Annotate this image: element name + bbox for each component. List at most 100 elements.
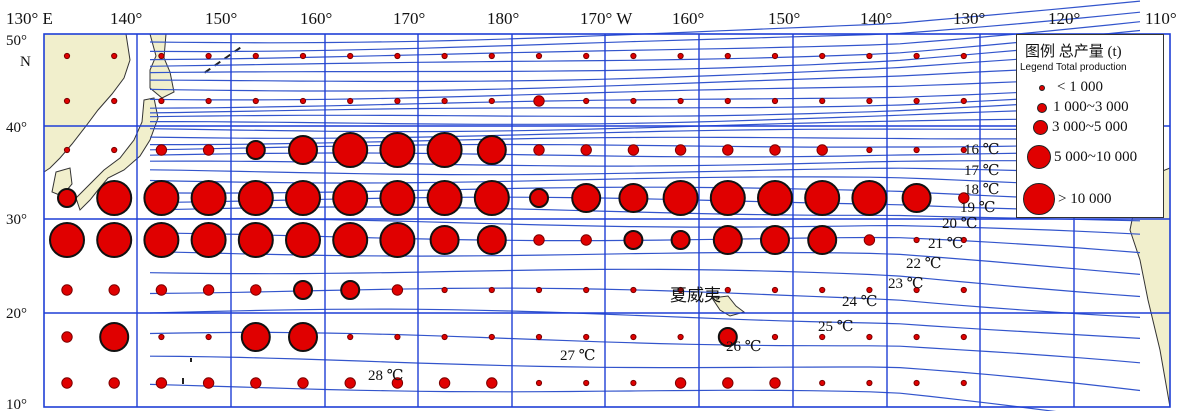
longitude-label: 110°: [1145, 9, 1177, 28]
north-label: N: [20, 54, 31, 70]
production-bubble: [202, 377, 215, 389]
production-bubble: [583, 379, 590, 387]
land-asia: [43, 33, 131, 173]
longitude-label: 160°: [300, 9, 332, 28]
production-bubble: [630, 52, 637, 60]
isotherm-curve: [149, 383, 1095, 416]
production-bubble: [913, 97, 920, 105]
isotherm-curve: [149, 29, 1141, 67]
production-bubble: [580, 234, 592, 246]
longitude-label: 180°: [487, 9, 519, 28]
latitude-label: 30°: [6, 212, 27, 228]
production-bubble: [960, 286, 967, 294]
production-bubble: [866, 52, 873, 60]
longitude-label: 160°: [672, 9, 704, 28]
production-bubble: [712, 225, 743, 255]
production-bubble: [332, 132, 369, 168]
isotherm-label: 25 ℃: [818, 319, 854, 335]
production-bubble: [709, 180, 746, 216]
production-bubble: [769, 377, 781, 389]
production-bubble: [760, 225, 790, 255]
production-bubble: [674, 144, 687, 156]
production-bubble: [623, 230, 644, 250]
hawaii-label: 夏威夷: [670, 286, 721, 305]
latitude-label: 20°: [6, 306, 27, 322]
production-bubble: [155, 377, 168, 389]
production-bubble: [866, 97, 873, 105]
longitude-label: 120°: [1048, 9, 1080, 28]
isotherm-curve: [149, 176, 1141, 189]
production-bubble: [285, 222, 321, 258]
isotherm-curve: [149, 160, 1141, 167]
production-bubble: [960, 236, 967, 244]
production-bubble: [202, 284, 215, 296]
production-bubble: [866, 286, 873, 294]
latitude-label: 50°: [6, 33, 27, 49]
production-bubble: [111, 146, 118, 154]
production-bubble: [252, 52, 259, 60]
production-bubble: [476, 135, 507, 165]
production-bubble: [533, 234, 545, 246]
legend-item-gt10000: > 10 000: [1023, 183, 1111, 215]
production-bubble: [111, 52, 118, 60]
isotherm-curve: [149, 128, 1141, 139]
production-bubble: [155, 144, 168, 156]
production-bubble: [288, 135, 318, 165]
production-bubble: [913, 286, 920, 294]
production-bubble: [344, 377, 356, 389]
production-bubble: [347, 333, 354, 341]
longitude-label: 140°: [110, 9, 142, 28]
production-bubble: [158, 52, 165, 60]
production-bubble: [379, 180, 416, 216]
production-bubble: [819, 97, 826, 105]
production-bubble: [535, 379, 543, 387]
isotherm-curve: [149, 21, 1141, 61]
production-bubble: [724, 286, 731, 294]
land-hawaii: [711, 295, 746, 317]
production-bubble: [722, 144, 734, 156]
production-bubble: [240, 322, 271, 352]
production-bubble: [394, 97, 401, 105]
latitude-label: 10°: [6, 397, 27, 411]
production-bubble: [108, 377, 120, 389]
production-bubble: [535, 286, 543, 294]
isotherm-curve: [149, 287, 1141, 318]
longitude-label: 140°: [860, 9, 892, 28]
isotherm-curve: [149, 355, 1141, 392]
production-bubble: [771, 286, 779, 294]
production-bubble: [533, 95, 545, 107]
longitude-label: 150°: [205, 9, 237, 28]
production-bubble: [960, 146, 967, 154]
production-bubble: [99, 322, 130, 352]
production-bubble: [379, 132, 416, 168]
map-grid: [44, 34, 1170, 407]
production-bubble: [332, 222, 369, 258]
production-bubble: [61, 331, 73, 343]
isotherm-labels: 16 ℃ 17 ℃ 18 ℃ 19 ℃20 ℃ 21 ℃ 22 ℃ 23 ℃ 24 ℃ 25 ℃…: [368, 142, 1000, 384]
production-bubble: [205, 52, 212, 60]
production-bubble: [486, 377, 498, 389]
production-bubble: [488, 52, 495, 60]
legend-subtitle: Legend Total production: [1020, 62, 1127, 73]
production-bubble: [426, 180, 463, 216]
production-bubble: [63, 146, 71, 154]
production-bubble: [771, 333, 779, 341]
production-bubble: [426, 132, 463, 168]
production-bubble: [807, 225, 838, 255]
longitude-label: 130°: [953, 9, 985, 28]
production-bubble: [429, 225, 460, 255]
latitude-labels: 50° 40° 30° 20° 10°: [6, 33, 27, 413]
isotherm-curve: [149, 117, 1141, 133]
isotherm-curve: [149, 98, 1141, 118]
legend-label-2: 1 000~3 000: [1053, 99, 1129, 115]
isotherm-label: 18 ℃: [964, 182, 1000, 198]
production-bubble: [804, 180, 841, 216]
isotherm-label: 24 ℃: [842, 294, 878, 310]
production-bubble: [441, 286, 448, 294]
isotherm-label: 27 ℃: [560, 348, 596, 364]
production-bubble: [630, 286, 637, 294]
isotherm-label: 20 ℃: [942, 216, 978, 232]
map-border: [43, 33, 1171, 408]
isotherm-curve: [150, 107, 1141, 125]
